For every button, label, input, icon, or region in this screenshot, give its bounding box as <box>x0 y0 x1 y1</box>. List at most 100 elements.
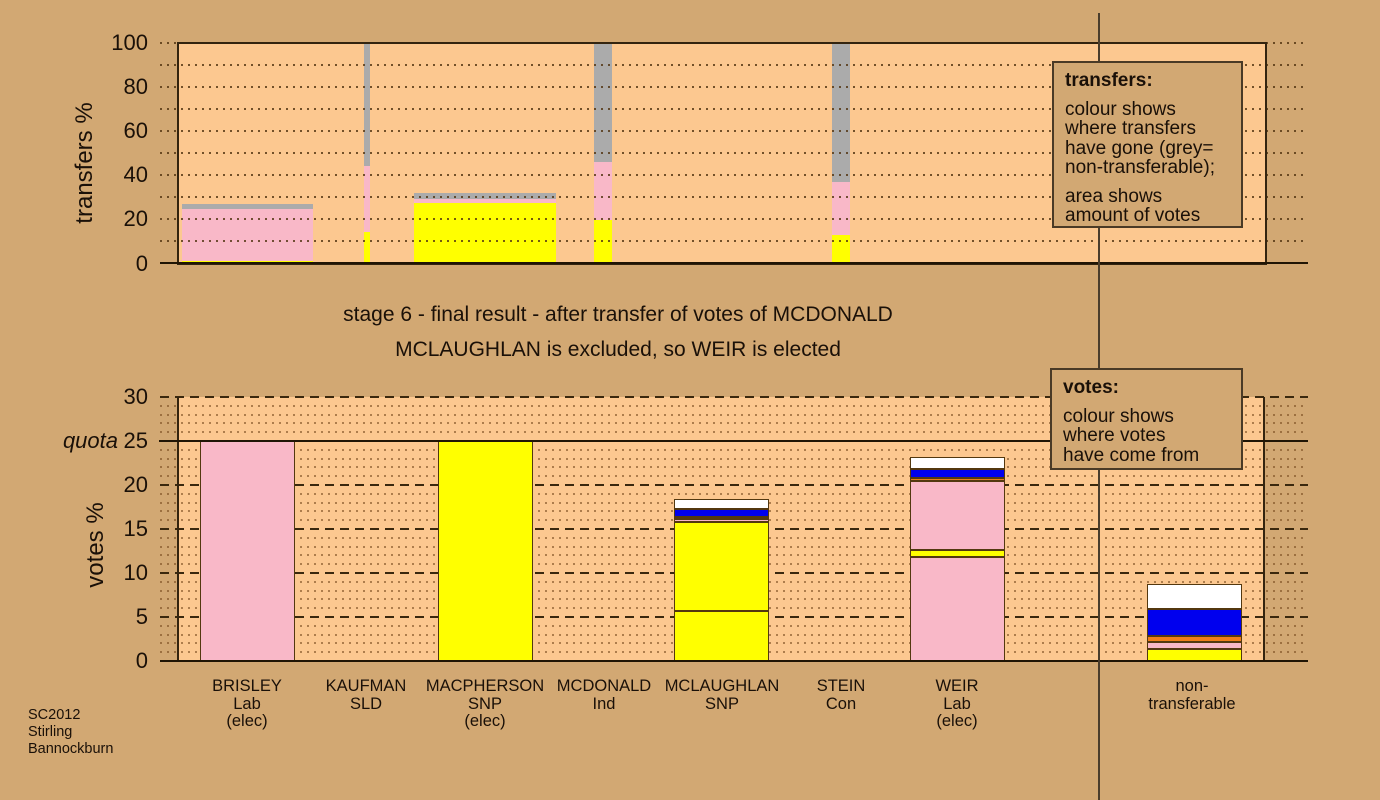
candidate-label-line: WEIR <box>935 677 979 695</box>
votes-gridline-21 <box>160 475 1308 478</box>
bar-votes-weir-segment-pink <box>909 481 1005 551</box>
legend-text-line: have gone (grey= <box>1065 137 1214 159</box>
candidate-label-line: MCDONALD <box>556 677 652 695</box>
candidate-label-line: Ind <box>592 694 616 713</box>
bar-votes-mclaughlan-segment-white <box>674 499 769 509</box>
candidate-label-line: transferable <box>1148 694 1236 713</box>
votes-legend-box: votes: colour shows where votes have come … <box>1050 368 1243 470</box>
transfers-tick-label-100: 100 <box>111 30 148 55</box>
votes-gridline-24 <box>160 448 1308 451</box>
transfers-gridline-80 <box>160 86 1308 89</box>
bar-votes-weir-segment-yellow <box>909 550 1005 558</box>
bar-transfers-brisley-segment-pink <box>182 209 313 261</box>
votes-gridline-22 <box>160 466 1308 469</box>
bar-transfers-kaufman-segment-yellow <box>363 231 370 264</box>
watermark-line: Stirling <box>28 724 73 740</box>
votes-y-axis-title: votes % <box>82 502 109 588</box>
legend-text-line: colour shows <box>1063 405 1174 427</box>
legend-text-line: where transfers <box>1065 118 1196 139</box>
transfers-tick-label-80: 80 <box>123 74 148 100</box>
legend-text-line: where votes <box>1063 425 1166 446</box>
transfers-tick-label-0: 0 <box>135 250 148 276</box>
legend-transfers-paragraph-1: area shows amount of votes <box>1065 186 1230 226</box>
legend-text-line: have come from <box>1063 444 1200 466</box>
bar-votes-brisley-segment-pink <box>200 440 295 661</box>
votes-gridline-30 <box>160 396 1308 398</box>
votes-gridline-26 <box>160 431 1308 434</box>
bar-transfers-kaufman-segment-pink <box>363 165 370 232</box>
bar-transfers-kaufman-segment-grey <box>363 43 370 166</box>
chart-title-line1: stage 6 - final result - after transfer … <box>343 303 893 326</box>
bar-votes-weir-segment-blue <box>909 469 1005 478</box>
bar-votes-mclaughlan-segment-yellow <box>674 610 769 661</box>
bar-votes-non-transferable-segment-white <box>1147 584 1242 610</box>
transfers-gridline-30 <box>160 196 1308 199</box>
bar-transfers-macpherson-segment-pink <box>414 199 556 203</box>
candidate-label-line: STEIN <box>816 677 866 695</box>
votes-gridline-27 <box>160 422 1308 425</box>
watermark-line: SC2012 <box>28 707 81 723</box>
candidate-label-line: SLD <box>349 694 383 713</box>
transfers-gridline-50 <box>160 152 1308 155</box>
bar-transfers-mcdonald-segment-grey <box>594 43 612 162</box>
legend-text-line: amount of votes <box>1065 205 1201 226</box>
candidate-label-line: (elec) <box>936 712 978 730</box>
bar-transfers-stein-segment-grey <box>832 43 850 182</box>
transfers-legend-box: transfers: colour shows where transfers ha… <box>1052 61 1243 228</box>
candidate-label-stein: STEIN Con <box>746 677 936 713</box>
votes-gridline-28 <box>160 413 1308 416</box>
watermark-line: Bannockburn <box>28 741 114 757</box>
candidate-label-line: (elec) <box>464 712 506 730</box>
bar-votes-mclaughlan-segment-orange <box>674 516 769 520</box>
candidate-label-weir: WEIR Lab (elec) <box>862 677 1052 731</box>
candidate-label-non-: non-transferable <box>1097 677 1287 713</box>
bar-transfers-brisley-segment-grey <box>182 203 313 210</box>
candidate-label-macpherson: MACPHERSON SNP (elec) <box>390 677 580 731</box>
candidate-label-line: Lab <box>233 694 261 713</box>
transfers-tick-label-60: 60 <box>123 118 148 144</box>
votes-gridline-20 <box>160 484 1308 486</box>
transfers-gridline-40 <box>160 174 1308 177</box>
transfers-y-axis-title: transfers % <box>71 102 98 224</box>
bar-votes-non-transferable-segment-blue <box>1147 609 1242 637</box>
transfers-gridline-90 <box>160 64 1308 67</box>
transfers-x-axis <box>160 261 1308 264</box>
bar-votes-mclaughlan-segment-pink <box>674 519 769 522</box>
legend-text-line: non-transferable); <box>1065 157 1215 178</box>
candidate-label-line: BRISLEY <box>212 677 282 695</box>
candidate-label-line: Con <box>825 694 857 713</box>
votes-tick-label-20: 20 <box>123 472 148 497</box>
candidate-label-line: SNP <box>468 694 502 713</box>
candidate-label-brisley: BRISLEY Lab (elec) <box>152 677 342 731</box>
votes-tick-label-30: 30 <box>123 384 148 409</box>
transfers-tick-label-20: 20 <box>123 206 148 232</box>
transfers-gridline-100 <box>160 42 1308 44</box>
candidate-label-line: (elec) <box>226 712 268 730</box>
bar-transfers-stein-segment-pink <box>832 181 850 236</box>
legend-votes-paragraph-0: colour shows where votes have come from <box>1063 405 1230 466</box>
chart-title-line2: MCLAUGHLAN is excluded, so WEIR is elect… <box>395 338 841 361</box>
candidate-label-mclaughlan: MCLAUGHLAN SNP <box>627 677 817 713</box>
candidate-label-line: KAUFMAN <box>325 677 407 695</box>
transfers-gridline-60 <box>160 130 1308 133</box>
legend-transfers-paragraph-0: colour shows where transfers have gone (gr… <box>1065 99 1230 178</box>
bar-transfers-macpherson-segment-grey <box>414 192 556 200</box>
bar-votes-mclaughlan-segment-blue <box>674 508 769 517</box>
transfers-gridline-20 <box>160 218 1308 221</box>
bar-transfers-stein-segment-yellow <box>832 235 850 264</box>
votes-tick-label-15: 15 <box>123 516 148 541</box>
candidate-label-line: non- <box>1175 677 1209 695</box>
votes-tick-label-25: 25 <box>123 428 148 453</box>
bar-transfers-mcdonald-segment-pink <box>594 161 612 220</box>
candidate-label-line: SNP <box>705 694 739 713</box>
bar-votes-weir-segment-white <box>909 456 1005 470</box>
bar-votes-non-transferable-segment-orange <box>1147 636 1242 642</box>
candidate-label-line: Lab <box>943 694 971 713</box>
candidate-label-line: MCLAUGHLAN <box>664 677 780 695</box>
votes-tick-label-10: 10 <box>123 560 148 585</box>
votes-gridline-29 <box>160 404 1308 407</box>
bar-transfers-macpherson-segment-yellow <box>414 202 556 264</box>
bar-votes-mclaughlan-segment-yellow <box>674 521 769 611</box>
transfers-tick-label-40: 40 <box>123 162 148 188</box>
